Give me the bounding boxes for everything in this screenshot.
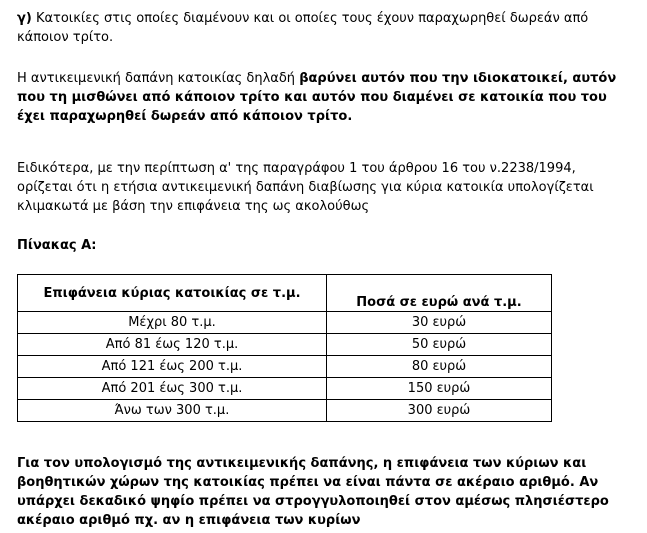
paragraph: Για τον υπολογισμό της αντικειμενικής δα…	[17, 454, 629, 530]
text: Η αντικειμενική δαπάνη κατοικίας δηλαδή	[17, 71, 300, 86]
table-cell: Από 81 έως 120 τ.μ.	[17, 333, 327, 356]
table-cell: Μέχρι 80 τ.μ.	[17, 311, 327, 334]
header-row: Επιφάνεια κύριας κατοικίας σε τ.μ. Ποσά …	[17, 274, 552, 312]
table-cell: Άνω των 300 τ.μ.	[17, 399, 327, 422]
bold-text: βαρύνει αυτόν που την ιδιοκατοικεί, αυτό…	[17, 71, 617, 124]
table-row: Μέχρι 80 τ.μ. 30 ευρώ	[17, 311, 552, 334]
paragraph: γ) Κατοικίες στις οποίες διαμένουν και ο…	[17, 9, 629, 47]
header-cell: Ποσά σε ευρώ ανά τ.μ.	[326, 274, 552, 312]
table-row: Από 121 έως 200 τ.μ. 80 ευρώ	[17, 355, 552, 378]
table-cell: 150 ευρώ	[326, 377, 552, 400]
table-cell: Από 201 έως 300 τ.μ.	[17, 377, 327, 400]
table-cell: 300 ευρώ	[326, 399, 552, 422]
text: Ειδικότερα, με την περίπτωση α' της παρα…	[17, 161, 594, 214]
table-cell: 80 ευρώ	[326, 355, 552, 378]
paragraph: Η αντικειμενική δαπάνη κατοικίας δηλαδή …	[17, 69, 629, 126]
paragraph: Ειδικότερα, με την περίπτωση α' της παρα…	[17, 159, 629, 216]
table-title: Πίνακας Α:	[17, 236, 629, 255]
label: γ)	[17, 11, 32, 26]
table-cell: Από 121 έως 200 τ.μ.	[17, 355, 327, 378]
table: Επιφάνεια κύριας κατοικίας σε τ.μ. Ποσά …	[17, 274, 552, 422]
table-cell: 30 ευρώ	[326, 311, 552, 334]
table-title-text: Πίνακας Α:	[17, 238, 97, 253]
table-row: Από 201 έως 300 τ.μ. 150 ευρώ	[17, 377, 552, 400]
table-cell: 50 ευρώ	[326, 333, 552, 356]
text: Κατοικίες στις οποίες διαμένουν και οι ο…	[17, 11, 589, 45]
table-row: Από 81 έως 120 τ.μ. 50 ευρώ	[17, 333, 552, 356]
header-cell: Επιφάνεια κύριας κατοικίας σε τ.μ.	[17, 274, 327, 312]
table-body: Μέχρι 80 τ.μ. 30 ευρώ Από 81 έως 120 τ.μ. 5…	[17, 311, 552, 422]
text: Για τον υπολογισμό της αντικειμενικής δα…	[17, 456, 609, 528]
table-row: Άνω των 300 τ.μ. 300 ευρώ	[17, 399, 552, 422]
